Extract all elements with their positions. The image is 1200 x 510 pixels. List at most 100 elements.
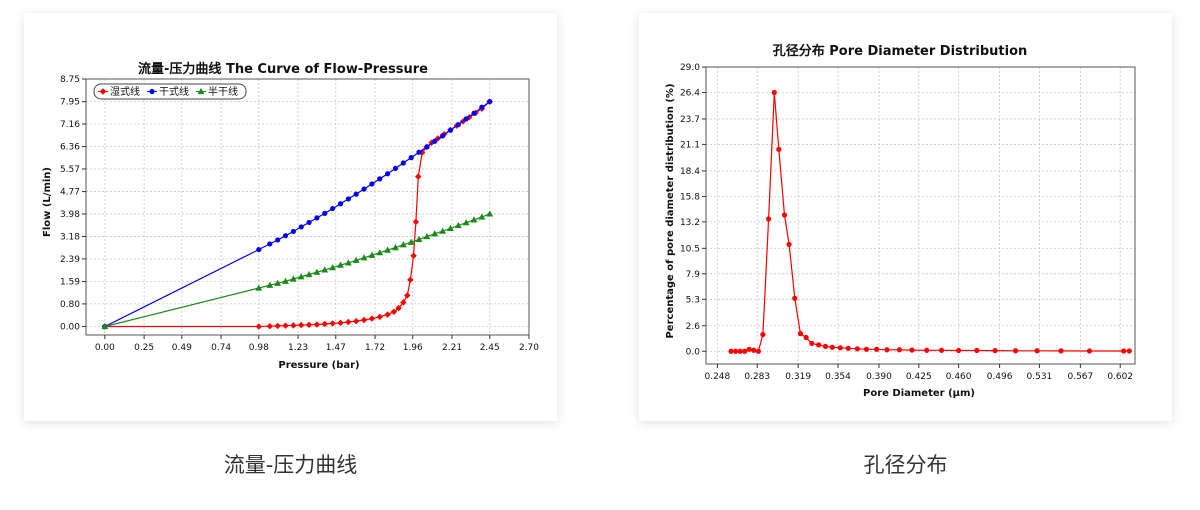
series-0-point-8 — [313, 321, 321, 328]
series-0-point-24 — [874, 346, 880, 352]
legend-label: 湿式线 — [110, 85, 140, 98]
series-0-point-27 — [909, 347, 915, 353]
legend-label: 干式线 — [159, 85, 189, 98]
y-tick-label: 7.9 — [686, 270, 701, 280]
x-tick-label: 1.72 — [365, 343, 385, 353]
y-tick-label: 4.77 — [60, 188, 80, 198]
series-0-point-15 — [368, 315, 376, 322]
series-2-point-29 — [478, 213, 486, 220]
series-2-point-8 — [313, 268, 321, 275]
series-2-point-11 — [337, 261, 344, 268]
series-0-point-26 — [896, 347, 903, 353]
y-axis-label: Percentage of pore diameter distribution… — [665, 83, 676, 338]
series-0-point-3 — [274, 322, 281, 330]
series-1-point-14 — [361, 186, 367, 192]
series-0-point-7 — [305, 321, 313, 329]
x-tick-label: 0.602 — [1107, 372, 1133, 382]
series-2-point-14 — [360, 254, 368, 261]
x-tick-label: 2.45 — [480, 343, 500, 353]
series-0-point-23 — [863, 346, 870, 352]
series-0-point-12 — [345, 318, 352, 326]
series-2-point-30 — [486, 210, 494, 217]
series-2-point-24 — [439, 227, 446, 234]
pore-distribution-chart: 孔径分布 Pore Diameter Distribution Pore Dia… — [665, 43, 1136, 399]
pore-distribution-chart-card: 孔径分布 Pore Diameter Distribution Pore Dia… — [639, 13, 1172, 421]
series-1-point-15 — [369, 181, 375, 187]
y-tick-label: 3.98 — [60, 210, 80, 220]
series-1-point-25 — [447, 127, 454, 133]
series-1-point-12 — [345, 196, 351, 202]
series-0-point-30 — [956, 347, 962, 354]
series-1-point-24 — [439, 133, 446, 139]
series-2-point-7 — [305, 270, 313, 278]
series-1-point-21 — [416, 149, 422, 155]
y-tick-label: 7.95 — [60, 98, 80, 108]
series-1-point-13 — [353, 191, 359, 197]
series-0-point-9 — [321, 320, 328, 328]
series-0-point-31 — [974, 347, 980, 354]
series-0-point-13 — [792, 295, 798, 301]
series-1-point-23 — [432, 138, 438, 144]
series-0-point-28 — [924, 347, 930, 353]
y-tick-label: 18.4 — [680, 167, 700, 177]
series-0-point-37 — [1121, 348, 1127, 354]
series-0-point-6 — [298, 321, 305, 329]
x-tick-label: 0.25 — [134, 343, 154, 353]
series-0-point-22 — [407, 276, 414, 284]
series-0-point-2 — [266, 323, 273, 330]
series-1-point-5 — [290, 228, 296, 235]
series-0-point-17 — [384, 311, 391, 318]
series-0-point-16 — [376, 313, 383, 321]
series-0-point-35 — [1058, 348, 1064, 354]
y-tick-label: 23.7 — [680, 115, 700, 125]
series-2-point-28 — [470, 216, 478, 223]
grid — [86, 78, 530, 335]
series-0-point-5 — [751, 347, 757, 353]
y-tick-label: 8.75 — [60, 75, 80, 85]
series-legend-point-0 — [99, 88, 107, 95]
x-tick-label: 0.98 — [249, 343, 269, 353]
series-0-point-29 — [938, 347, 945, 353]
series-1-point-7 — [306, 219, 312, 226]
series-0-point-5 — [290, 322, 297, 329]
series-2-point-2 — [266, 281, 274, 288]
y-tick-label: 2.6 — [686, 322, 701, 332]
series-1-point-3 — [275, 237, 281, 243]
series-0-point-10 — [776, 146, 782, 152]
series-0-point-11 — [781, 212, 788, 218]
series-2-point-4 — [282, 277, 289, 284]
series-2-point-17 — [384, 246, 392, 253]
x-axis-label: Pore Diameter (μm) — [863, 388, 975, 399]
series-0-point-25 — [415, 173, 422, 180]
series-0-point-10 — [329, 320, 336, 327]
series-0 — [728, 89, 1132, 354]
series-0-point-15 — [803, 334, 809, 341]
legend: 湿式线 干式线 半干线 — [93, 83, 247, 100]
x-tick-label: 0.354 — [825, 372, 851, 382]
series-1-point-4 — [282, 233, 289, 239]
series-1-point-27 — [463, 116, 469, 122]
series-0-point-18 — [390, 308, 398, 316]
series-1-point-30 — [487, 99, 493, 105]
series-2-point-23 — [431, 230, 439, 237]
series-0-point-20 — [837, 345, 843, 351]
series-0-point-14 — [360, 316, 368, 324]
y-axis-label: Flow (L/min) — [42, 167, 53, 237]
series-legend-point-2 — [197, 87, 205, 95]
series-1-point-17 — [385, 171, 391, 177]
x-tick-label: 2.70 — [519, 343, 539, 353]
series-2-point-18 — [392, 243, 399, 251]
series-0-point-9 — [771, 89, 777, 96]
series-line — [104, 213, 490, 328]
series-2-point-6 — [297, 273, 305, 280]
x-tick-label: 0.00 — [95, 343, 115, 353]
x-axis-label: Pressure (bar) — [278, 360, 359, 371]
series-0-point-12 — [786, 241, 792, 248]
series-0-point-19 — [829, 344, 835, 350]
chart-caption-pore-distribution: 孔径分布 — [863, 453, 948, 477]
series-1-point-6 — [298, 224, 304, 230]
series-0-point-17 — [816, 342, 822, 348]
series-0-point-22 — [854, 346, 860, 352]
y-tick-label: 26.4 — [680, 88, 700, 98]
series-0-point-16 — [809, 340, 815, 347]
